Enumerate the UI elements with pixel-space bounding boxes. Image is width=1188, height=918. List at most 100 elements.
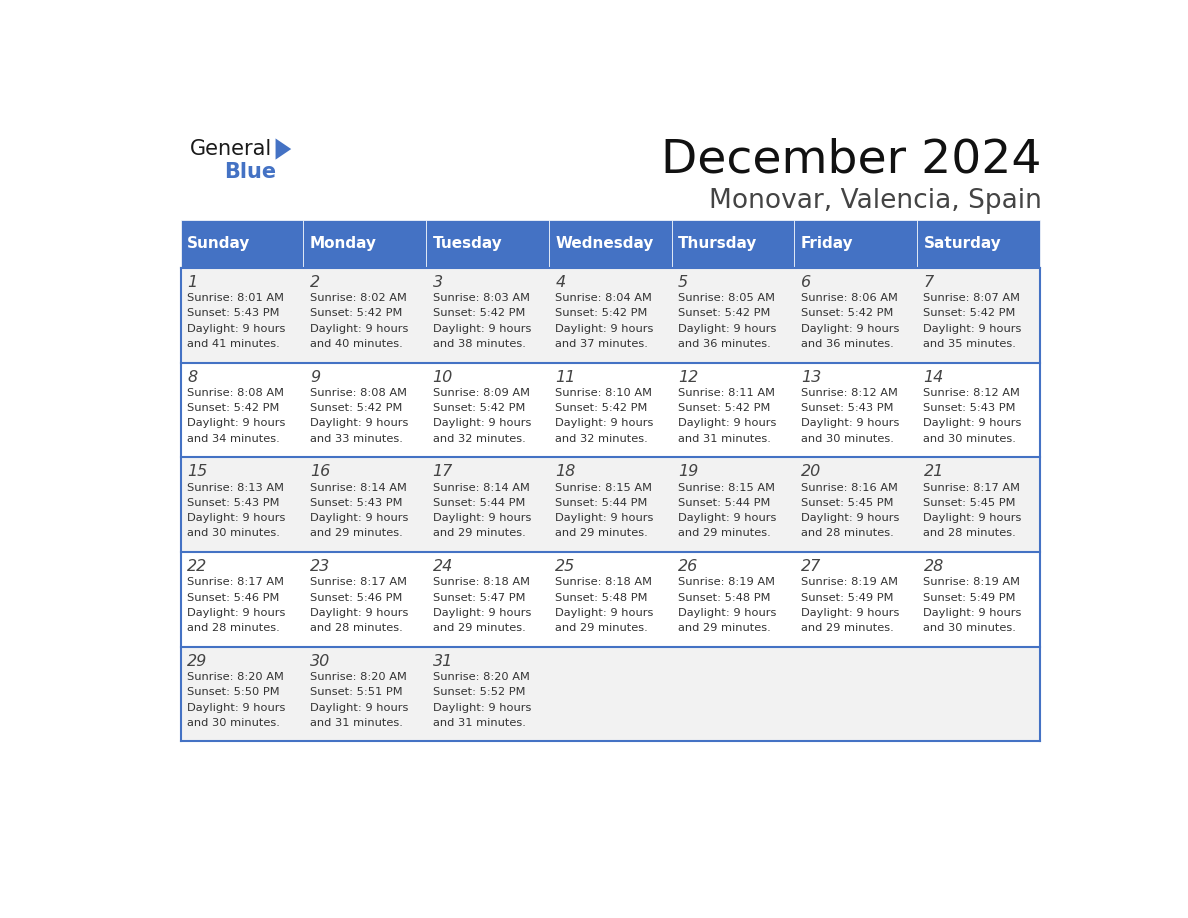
FancyBboxPatch shape xyxy=(303,219,426,268)
Text: and 32 minutes.: and 32 minutes. xyxy=(555,433,649,443)
Text: Sunset: 5:45 PM: Sunset: 5:45 PM xyxy=(923,498,1016,508)
FancyBboxPatch shape xyxy=(426,219,549,268)
Text: Daylight: 9 hours: Daylight: 9 hours xyxy=(188,419,285,429)
Text: and 28 minutes.: and 28 minutes. xyxy=(923,528,1016,538)
Text: Sunrise: 8:11 AM: Sunrise: 8:11 AM xyxy=(678,388,775,398)
Text: Sunset: 5:48 PM: Sunset: 5:48 PM xyxy=(678,593,771,602)
Text: 14: 14 xyxy=(923,370,943,385)
Text: Sunrise: 8:20 AM: Sunrise: 8:20 AM xyxy=(310,672,406,682)
Text: Sunrise: 8:02 AM: Sunrise: 8:02 AM xyxy=(310,293,406,303)
Text: and 41 minutes.: and 41 minutes. xyxy=(188,339,280,349)
Text: Sunrise: 8:19 AM: Sunrise: 8:19 AM xyxy=(923,577,1020,588)
Text: and 31 minutes.: and 31 minutes. xyxy=(678,433,771,443)
Text: Sunrise: 8:20 AM: Sunrise: 8:20 AM xyxy=(432,672,530,682)
Text: Sunset: 5:50 PM: Sunset: 5:50 PM xyxy=(188,688,280,698)
Text: Daylight: 9 hours: Daylight: 9 hours xyxy=(432,702,531,712)
Text: Sunrise: 8:19 AM: Sunrise: 8:19 AM xyxy=(678,577,775,588)
Text: Daylight: 9 hours: Daylight: 9 hours xyxy=(923,608,1022,618)
FancyBboxPatch shape xyxy=(181,268,1040,363)
Text: and 30 minutes.: and 30 minutes. xyxy=(188,718,280,728)
Text: Daylight: 9 hours: Daylight: 9 hours xyxy=(923,513,1022,523)
Text: Daylight: 9 hours: Daylight: 9 hours xyxy=(923,324,1022,333)
Text: 23: 23 xyxy=(310,559,330,574)
Text: Saturday: Saturday xyxy=(923,236,1001,252)
Text: Daylight: 9 hours: Daylight: 9 hours xyxy=(801,608,899,618)
Text: Sunrise: 8:03 AM: Sunrise: 8:03 AM xyxy=(432,293,530,303)
Text: Monovar, Valencia, Spain: Monovar, Valencia, Spain xyxy=(709,187,1042,214)
Text: Daylight: 9 hours: Daylight: 9 hours xyxy=(801,513,899,523)
Text: Daylight: 9 hours: Daylight: 9 hours xyxy=(310,702,409,712)
Text: Sunrise: 8:17 AM: Sunrise: 8:17 AM xyxy=(188,577,284,588)
Text: 25: 25 xyxy=(555,559,575,574)
Text: and 29 minutes.: and 29 minutes. xyxy=(432,623,525,633)
Text: Sunset: 5:42 PM: Sunset: 5:42 PM xyxy=(310,308,403,319)
FancyBboxPatch shape xyxy=(671,219,795,268)
Polygon shape xyxy=(276,139,291,160)
FancyBboxPatch shape xyxy=(181,363,1040,457)
FancyBboxPatch shape xyxy=(795,219,917,268)
Text: and 30 minutes.: and 30 minutes. xyxy=(923,433,1017,443)
Text: Sunset: 5:44 PM: Sunset: 5:44 PM xyxy=(432,498,525,508)
Text: Sunrise: 8:19 AM: Sunrise: 8:19 AM xyxy=(801,577,898,588)
Text: Sunrise: 8:14 AM: Sunrise: 8:14 AM xyxy=(432,483,530,493)
Text: Daylight: 9 hours: Daylight: 9 hours xyxy=(678,419,777,429)
Text: 27: 27 xyxy=(801,559,821,574)
Text: Sunrise: 8:15 AM: Sunrise: 8:15 AM xyxy=(678,483,775,493)
FancyBboxPatch shape xyxy=(917,219,1040,268)
Text: and 30 minutes.: and 30 minutes. xyxy=(923,623,1017,633)
Text: Sunset: 5:42 PM: Sunset: 5:42 PM xyxy=(923,308,1016,319)
Text: and 36 minutes.: and 36 minutes. xyxy=(801,339,893,349)
Text: Daylight: 9 hours: Daylight: 9 hours xyxy=(432,608,531,618)
Text: 29: 29 xyxy=(188,654,208,668)
Text: Sunset: 5:42 PM: Sunset: 5:42 PM xyxy=(801,308,893,319)
Text: Daylight: 9 hours: Daylight: 9 hours xyxy=(188,608,285,618)
Text: 1: 1 xyxy=(188,274,197,290)
FancyBboxPatch shape xyxy=(181,646,1040,742)
Text: Sunrise: 8:06 AM: Sunrise: 8:06 AM xyxy=(801,293,898,303)
Text: Sunrise: 8:18 AM: Sunrise: 8:18 AM xyxy=(555,577,652,588)
Text: Sunrise: 8:20 AM: Sunrise: 8:20 AM xyxy=(188,672,284,682)
Text: Sunset: 5:42 PM: Sunset: 5:42 PM xyxy=(432,403,525,413)
Text: 20: 20 xyxy=(801,465,821,479)
Text: Daylight: 9 hours: Daylight: 9 hours xyxy=(801,419,899,429)
Text: Daylight: 9 hours: Daylight: 9 hours xyxy=(188,513,285,523)
Text: Wednesday: Wednesday xyxy=(555,236,653,252)
Text: Sunset: 5:44 PM: Sunset: 5:44 PM xyxy=(678,498,770,508)
Text: Daylight: 9 hours: Daylight: 9 hours xyxy=(432,324,531,333)
Text: and 30 minutes.: and 30 minutes. xyxy=(801,433,893,443)
Text: Sunrise: 8:01 AM: Sunrise: 8:01 AM xyxy=(188,293,284,303)
Text: Daylight: 9 hours: Daylight: 9 hours xyxy=(678,324,777,333)
Text: Sunset: 5:42 PM: Sunset: 5:42 PM xyxy=(555,403,647,413)
Text: 30: 30 xyxy=(310,654,330,668)
Text: Sunrise: 8:10 AM: Sunrise: 8:10 AM xyxy=(555,388,652,398)
Text: and 28 minutes.: and 28 minutes. xyxy=(188,623,280,633)
Text: Monday: Monday xyxy=(310,236,377,252)
Text: Sunset: 5:51 PM: Sunset: 5:51 PM xyxy=(310,688,403,698)
Text: and 29 minutes.: and 29 minutes. xyxy=(310,528,403,538)
Text: 4: 4 xyxy=(555,274,565,290)
Text: 7: 7 xyxy=(923,274,934,290)
Text: and 29 minutes.: and 29 minutes. xyxy=(555,623,649,633)
Text: 22: 22 xyxy=(188,559,208,574)
Text: and 28 minutes.: and 28 minutes. xyxy=(310,623,403,633)
Text: Sunday: Sunday xyxy=(188,236,251,252)
Text: and 29 minutes.: and 29 minutes. xyxy=(801,623,893,633)
Text: 11: 11 xyxy=(555,370,575,385)
Text: Sunrise: 8:04 AM: Sunrise: 8:04 AM xyxy=(555,293,652,303)
Text: 18: 18 xyxy=(555,465,575,479)
Text: and 29 minutes.: and 29 minutes. xyxy=(555,528,649,538)
Text: Sunrise: 8:12 AM: Sunrise: 8:12 AM xyxy=(801,388,898,398)
Text: Blue: Blue xyxy=(225,162,276,183)
Text: Sunrise: 8:15 AM: Sunrise: 8:15 AM xyxy=(555,483,652,493)
Text: Sunset: 5:42 PM: Sunset: 5:42 PM xyxy=(310,403,403,413)
Text: Sunset: 5:46 PM: Sunset: 5:46 PM xyxy=(188,593,279,602)
Text: Sunrise: 8:17 AM: Sunrise: 8:17 AM xyxy=(923,483,1020,493)
Text: December 2024: December 2024 xyxy=(661,137,1042,182)
Text: 16: 16 xyxy=(310,465,330,479)
Text: and 34 minutes.: and 34 minutes. xyxy=(188,433,280,443)
Text: 6: 6 xyxy=(801,274,811,290)
Text: Sunset: 5:48 PM: Sunset: 5:48 PM xyxy=(555,593,647,602)
Text: 26: 26 xyxy=(678,559,699,574)
Text: Sunset: 5:49 PM: Sunset: 5:49 PM xyxy=(923,593,1016,602)
Text: and 40 minutes.: and 40 minutes. xyxy=(310,339,403,349)
